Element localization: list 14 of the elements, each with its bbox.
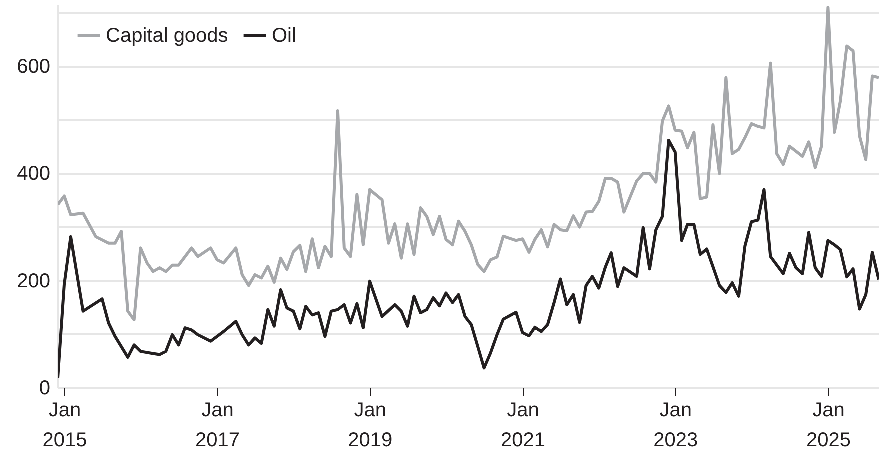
x-tick-label: Jan 2023: [654, 400, 698, 452]
legend-label: Oil: [272, 25, 296, 47]
y-tick-label: 600: [17, 56, 50, 78]
x-tick-label: Jan 2015: [42, 400, 88, 452]
x-tick-label: Jan 2019: [348, 400, 393, 452]
legend-label: Capital goods: [106, 25, 228, 47]
x-tick-label: Jan 2021: [501, 400, 546, 452]
line-series: [58, 6, 879, 322]
line-series: [58, 139, 879, 380]
x-tick-label: Jan 2017: [196, 400, 240, 452]
y-tick-label: 400: [17, 163, 50, 186]
x-tick-label: Jan 2025: [806, 400, 851, 452]
y-tick-label: 0: [39, 378, 50, 400]
y-tick-label: 200: [17, 270, 50, 292]
